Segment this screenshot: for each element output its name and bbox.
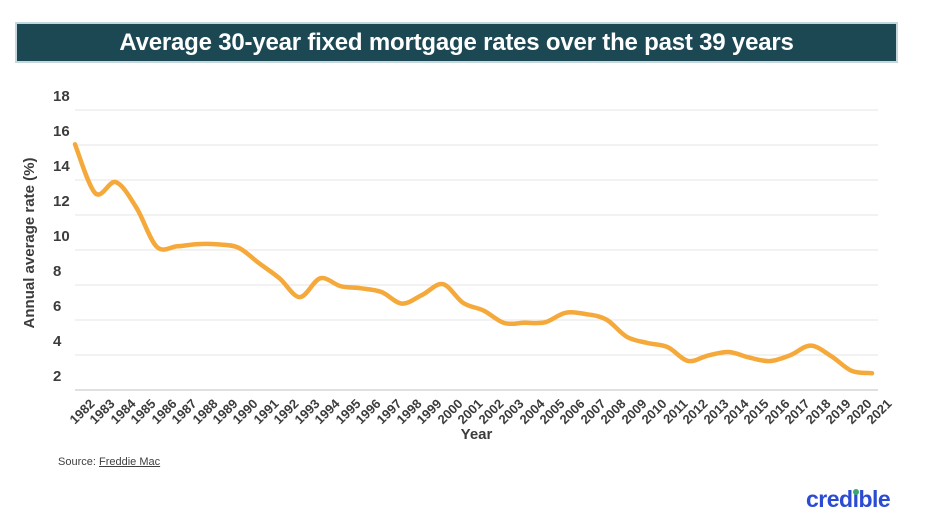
y-tick-label: 8 [53,263,62,280]
x-axis-label: Year [460,426,493,443]
credible-logo: credible [806,486,891,512]
y-axis-label: Annual average rate (%) [21,157,38,329]
chart-title: Average 30-year fixed mortgage rates ove… [119,28,794,56]
credible-wordmark: credible [806,486,891,512]
mortgage-rate-line [72,142,875,376]
y-tick-label: 4 [53,333,62,350]
y-tick-label: 16 [53,123,70,140]
source-note: Source: Freddie Mac [58,456,160,468]
title-banner: Average 30-year fixed mortgage rates ove… [15,22,898,63]
y-tick-label: 10 [53,228,70,245]
freddie-mac-link[interactable]: Freddie Mac [98,456,161,468]
source-label: Source: [58,456,96,468]
y-tick-label: 6 [53,298,62,315]
y-tick-label: 2 [53,368,62,385]
y-tick-label: 18 [53,88,70,105]
y-tick-label: 12 [53,193,70,210]
logo-i-dot [853,489,859,495]
y-tick-label: 14 [53,158,70,175]
